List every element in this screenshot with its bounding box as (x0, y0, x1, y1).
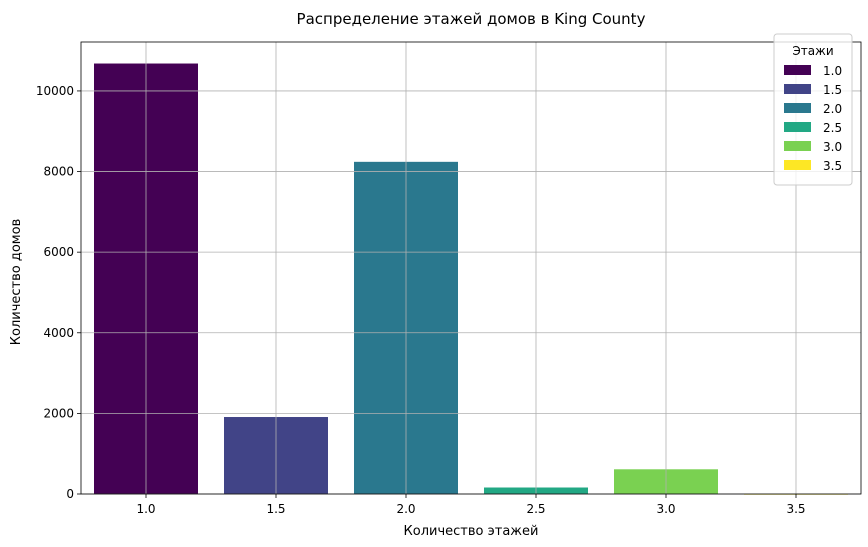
y-tick-label: 4000 (43, 326, 74, 340)
y-tick-label: 8000 (43, 165, 74, 179)
plot-frame (80, 41, 862, 495)
chart-title: Распределение этажей домов в King County (297, 10, 646, 28)
x-tick-label: 3.0 (656, 502, 675, 516)
y-tick-label: 6000 (43, 245, 74, 259)
legend-label: 3.0 (823, 140, 842, 154)
x-tick-label: 1.5 (266, 502, 285, 516)
legend-swatch-2.0 (784, 103, 811, 113)
x-tick-label: 2.0 (396, 502, 415, 516)
tick-layer: 0 2000 4000 6000 8000 10000 1.0 1.5 2.0 2.5 3.0 3.5 (36, 84, 806, 516)
plot-border (80, 41, 862, 495)
y-axis-label: Количество домов (9, 219, 24, 345)
legend-label: 3.5 (823, 159, 842, 173)
bars-layer (94, 63, 848, 495)
x-axis-label: Количество этажей (404, 524, 539, 539)
legend-label: 2.5 (823, 121, 842, 135)
x-tick-label: 2.5 (526, 502, 545, 516)
legend-swatch-1.0 (784, 65, 811, 75)
legend-swatch-3.0 (784, 141, 811, 151)
x-tick-label: 3.5 (786, 502, 805, 516)
x-tick-label: 1.0 (136, 502, 155, 516)
legend-swatch-1.5 (784, 84, 811, 94)
y-tick-label: 2000 (43, 406, 74, 420)
legend-title: Этажи (792, 44, 833, 58)
y-tick-label: 0 (66, 487, 74, 501)
legend-label: 1.0 (823, 64, 842, 78)
legend: Этажи 1.0 1.5 2.0 2.5 3.0 3.5 (773, 33, 853, 186)
legend-swatch-2.5 (784, 122, 811, 132)
legend-swatch-3.5 (784, 160, 811, 170)
y-tick-label: 10000 (36, 84, 74, 98)
legend-label: 2.0 (823, 102, 842, 116)
legend-label: 1.5 (823, 83, 842, 97)
